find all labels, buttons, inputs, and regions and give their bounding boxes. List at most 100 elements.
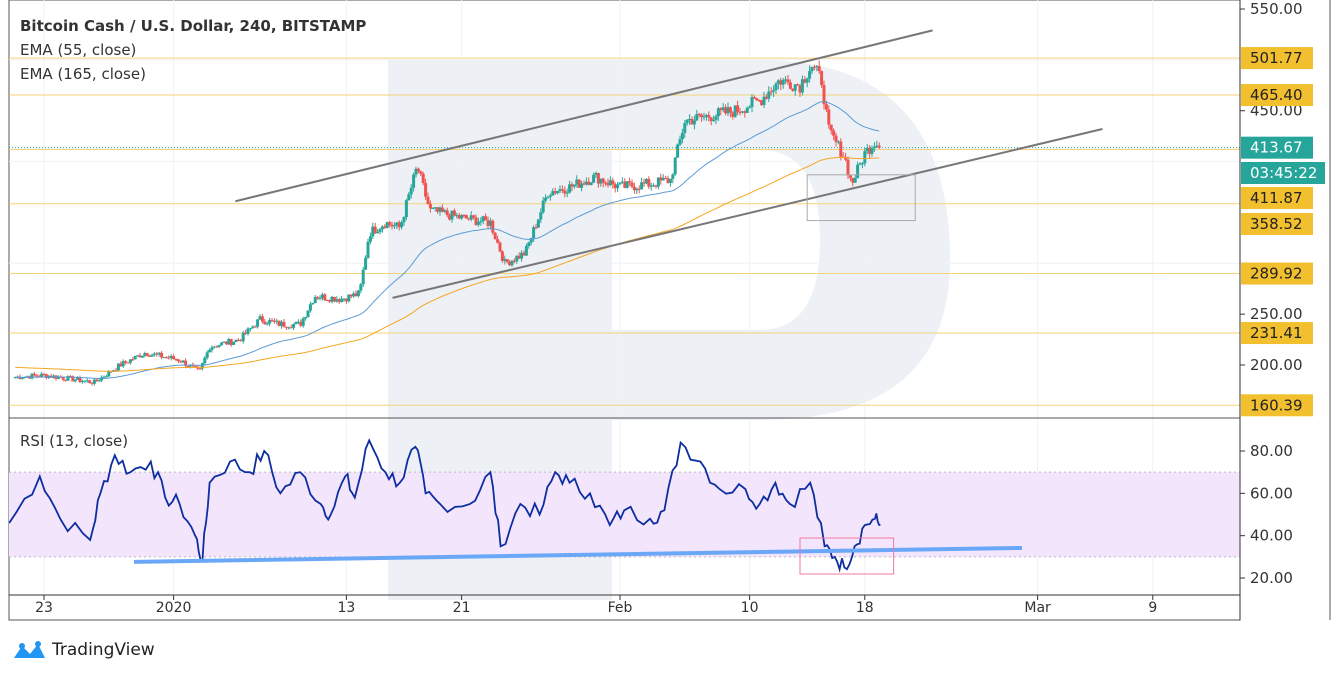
candle-body bbox=[316, 297, 320, 299]
candle-body bbox=[234, 339, 238, 342]
level-label: 411.87 bbox=[1250, 189, 1303, 207]
candle-body bbox=[222, 341, 226, 343]
candle-body bbox=[66, 376, 70, 381]
candle-body bbox=[256, 319, 260, 327]
candle-body bbox=[95, 379, 99, 381]
candle-body bbox=[246, 328, 250, 334]
candle-body bbox=[440, 207, 444, 212]
candle-body bbox=[568, 184, 572, 193]
candle-body bbox=[853, 178, 857, 183]
candle-body bbox=[301, 318, 305, 326]
candle-body bbox=[527, 242, 531, 247]
candle-body bbox=[803, 79, 807, 83]
candle-body bbox=[378, 229, 382, 232]
channel-upper-line bbox=[235, 29, 933, 203]
candle-body bbox=[287, 327, 291, 329]
candle-body bbox=[152, 353, 156, 355]
candle-body bbox=[174, 358, 178, 360]
candle-body bbox=[138, 355, 142, 358]
candle-body bbox=[541, 200, 545, 213]
candle-body bbox=[85, 380, 89, 382]
candle-body bbox=[172, 356, 176, 359]
candle-body bbox=[500, 251, 504, 261]
candle-body bbox=[92, 379, 96, 384]
candle-body bbox=[383, 226, 387, 228]
level-label-bg bbox=[1241, 262, 1313, 285]
candle-body bbox=[786, 79, 790, 83]
candle-body bbox=[347, 294, 351, 302]
brand-name: TradingView bbox=[52, 640, 155, 660]
current-price-label: 413.67 bbox=[1250, 139, 1303, 157]
candle-body bbox=[844, 156, 848, 160]
candle-body bbox=[419, 171, 423, 174]
candle-body bbox=[328, 300, 332, 302]
candle-body bbox=[107, 371, 111, 377]
candle-body bbox=[532, 227, 536, 239]
tradingview-cloud-icon bbox=[14, 641, 45, 658]
bar-countdown-label-bg bbox=[1241, 162, 1325, 184]
candle-body bbox=[496, 239, 500, 243]
ema55-line bbox=[15, 101, 880, 379]
candle-body bbox=[392, 225, 396, 227]
candle-body bbox=[313, 297, 317, 303]
level-label-bg bbox=[1241, 47, 1313, 70]
channel-lower-line bbox=[392, 128, 1103, 299]
candle-body bbox=[76, 377, 80, 380]
level-label: 465.40 bbox=[1250, 86, 1303, 104]
candle-body bbox=[78, 377, 82, 383]
candle-body bbox=[186, 365, 190, 367]
candle-body bbox=[596, 172, 600, 184]
candle-body bbox=[544, 197, 548, 201]
candle-body bbox=[620, 181, 624, 183]
candle-body bbox=[534, 227, 538, 229]
candle-body bbox=[481, 216, 485, 222]
candle-body bbox=[354, 293, 358, 297]
candle-body bbox=[277, 320, 281, 326]
candle-body bbox=[690, 119, 694, 125]
candle-body bbox=[414, 168, 418, 175]
candle-body bbox=[644, 178, 648, 184]
candle-body bbox=[380, 226, 384, 230]
candle-body bbox=[133, 355, 137, 360]
candle-body bbox=[529, 238, 533, 243]
rsi-highlight-box bbox=[799, 537, 895, 575]
candle-body bbox=[164, 357, 168, 359]
candle-body bbox=[601, 178, 605, 183]
candle-body bbox=[671, 174, 675, 179]
candle-body bbox=[582, 183, 586, 185]
candle-body bbox=[35, 375, 39, 377]
candle-body bbox=[270, 320, 274, 322]
candle-body bbox=[460, 215, 464, 219]
candle-body bbox=[44, 374, 48, 378]
candle-body bbox=[820, 71, 824, 86]
candle-body bbox=[275, 320, 279, 322]
candle-body bbox=[796, 84, 800, 86]
rsi-line bbox=[8, 438, 881, 573]
candle-body bbox=[781, 79, 785, 85]
candle-body bbox=[822, 85, 826, 105]
candle-body bbox=[289, 327, 293, 329]
candle-body bbox=[116, 363, 120, 371]
rsi-tick-label: 20.00 bbox=[1250, 569, 1293, 587]
candle-body bbox=[390, 224, 394, 227]
candle-body bbox=[548, 195, 552, 197]
candle-body bbox=[210, 347, 214, 350]
tradingview-logo[interactable]: TradingView bbox=[10, 638, 155, 662]
candle-body bbox=[212, 346, 216, 348]
candle-body bbox=[260, 316, 264, 322]
candle-body bbox=[774, 83, 778, 91]
candle-body bbox=[784, 79, 788, 81]
candle-body bbox=[714, 116, 718, 120]
candle-body bbox=[88, 380, 92, 383]
candle-body bbox=[676, 144, 680, 158]
candle-body bbox=[306, 310, 310, 318]
level-label-bg bbox=[1241, 394, 1313, 417]
candle-body bbox=[868, 147, 872, 154]
candle-body bbox=[872, 146, 876, 149]
level-label: 160.39 bbox=[1250, 396, 1303, 414]
candle-body bbox=[143, 353, 147, 356]
candle-body bbox=[520, 252, 524, 259]
candle-body bbox=[208, 349, 212, 353]
candle-body bbox=[412, 174, 416, 188]
